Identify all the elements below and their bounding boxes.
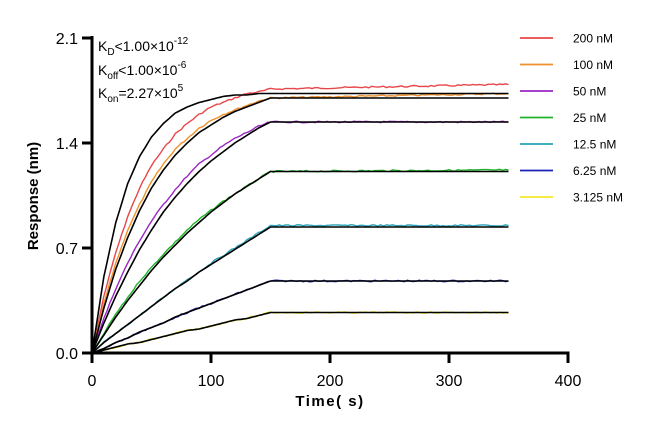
legend-label: 3.125 nM — [573, 191, 623, 205]
axes — [82, 36, 570, 363]
constant-kd: KD<1.00×10-12 — [98, 36, 189, 58]
fit-line-5 — [91, 226, 509, 354]
series-line-100-nM — [91, 92, 509, 354]
legend-item: 6.25 nM — [520, 164, 616, 178]
series-line-200-nM — [91, 83, 509, 354]
series-line-3_125-nM — [91, 310, 509, 354]
y-tick-label: 0.0 — [56, 346, 78, 363]
legend-label: 12.5 nM — [573, 138, 616, 152]
y-tick-label: 1.4 — [56, 136, 78, 153]
y-tick-label: 0.7 — [56, 241, 78, 258]
tick-labels: 0 100 200 300 400 0.0 0.7 1.4 2.1 — [56, 31, 582, 390]
x-tick-label: 100 — [198, 373, 225, 390]
legend-label: 100 nM — [573, 58, 613, 72]
legend-item: 3.125 nM — [520, 191, 623, 205]
constant-kon: Kon=2.27×105 — [98, 83, 184, 105]
x-tick-label: 300 — [436, 373, 463, 390]
x-axis-title: Time( s) — [295, 393, 364, 410]
fit-line-7 — [91, 311, 509, 354]
legend-label: 6.25 nM — [573, 164, 616, 178]
legend-label: 25 nM — [573, 111, 606, 125]
series-line-12_5-nM — [91, 223, 509, 354]
legend-label: 50 nM — [573, 85, 606, 99]
legend-item: 12.5 nM — [520, 138, 616, 152]
x-tick-label: 0 — [88, 373, 97, 390]
fit-line-3 — [91, 121, 509, 354]
fit-line-4 — [91, 170, 509, 354]
legend-item: 100 nM — [520, 58, 613, 72]
x-tick-label: 200 — [317, 373, 344, 390]
series-line-50-nM — [91, 120, 509, 354]
constant-koff: Koff<1.00×10-6 — [98, 60, 187, 82]
fit-line-6 — [91, 280, 509, 354]
series-line-6_25-nM — [91, 279, 509, 354]
legend-item: 50 nM — [520, 85, 606, 99]
fit-line-1 — [91, 92, 509, 354]
fit-curves — [91, 92, 509, 354]
x-tick-label: 400 — [555, 373, 582, 390]
legend-item: 200 nM — [520, 32, 613, 46]
legend-label: 200 nM — [573, 32, 613, 46]
legend: 200 nM 100 nM 50 nM 25 nM 12.5 nM 6.25 nM 3.12… — [520, 32, 623, 205]
y-axis-title: Response (nm) — [25, 142, 42, 250]
fit-line-2 — [91, 97, 509, 354]
y-tick-label: 2.1 — [56, 31, 78, 48]
legend-item: 25 nM — [520, 111, 606, 125]
